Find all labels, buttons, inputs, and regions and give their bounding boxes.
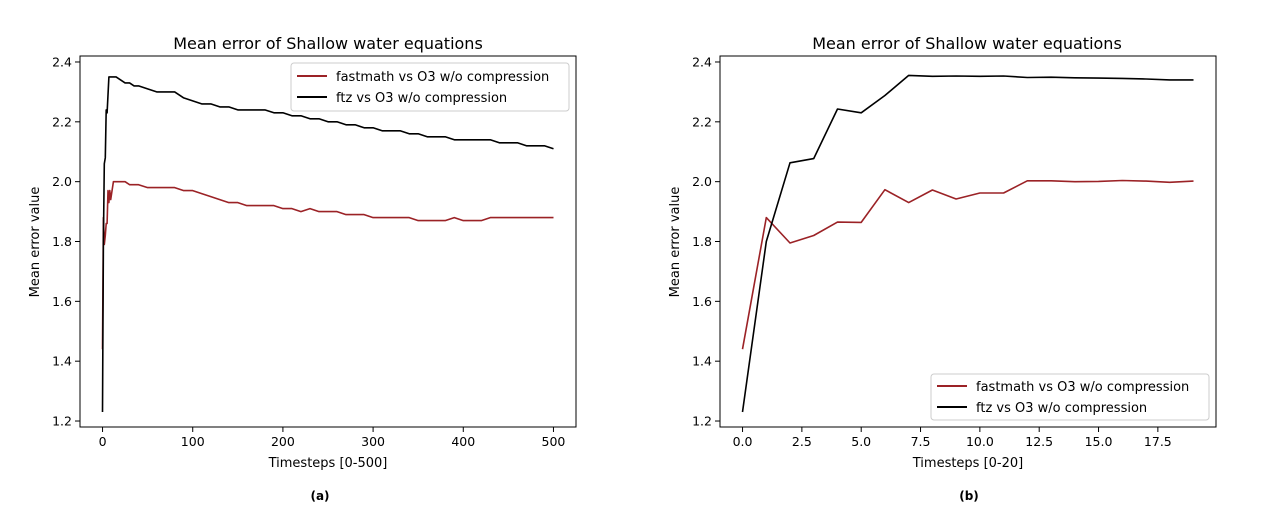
chart-a-x-tick-label: 200 [271, 434, 295, 449]
chart-b-x-tick-label: 15.0 [1085, 434, 1113, 449]
chart-a-legend-box [290, 62, 570, 112]
chart-b-y-axis-label: Mean error value [668, 187, 683, 298]
chart-b-series-line-0 [741, 179, 1194, 350]
chart-b-legend-box [930, 373, 1210, 421]
chart-b-x-ticks: 0.0 2.5 5.0 7.5 10.0 12.5 15.0 17.5 [733, 427, 1172, 449]
chart-b-legend: fastmath vs O3 w/o compression ftz vs O3… [930, 373, 1210, 421]
chart-a-x-tick-label: 300 [361, 434, 385, 449]
chart-a-title: Mean error of Shallow water equations [173, 34, 483, 53]
chart-a-y-tick-label: 1.6 [52, 294, 72, 309]
chart-b-y-tick-label: 2.4 [692, 54, 712, 69]
chart-b-series-line-1 [741, 74, 1194, 413]
chart-a-y-tick-label: 1.4 [52, 354, 72, 369]
chart-a-x-tick-label: 0 [99, 434, 107, 449]
chart-a-legend-label-ftz: ftz vs O3 w/o compression [336, 91, 507, 106]
chart-a-y-tick-label: 2.0 [52, 174, 72, 189]
chart-b-y-ticks: 1.2 1.4 1.6 1.8 2.0 2.2 2.4 [692, 54, 720, 429]
chart-b-legend-label-fastmath: fastmath vs O3 w/o compression [976, 380, 1189, 395]
chart-a-x-ticks: 0 100 200 300 400 500 [99, 427, 566, 449]
chart-a-marks [101, 76, 554, 413]
chart-a-legend: fastmath vs O3 w/o compression ftz vs O3… [290, 62, 570, 112]
chart-b: Mean error of Shallow water equations 0.… [668, 34, 1217, 503]
chart-b-x-tick-label: 10.0 [966, 434, 994, 449]
chart-b-x-tick-label: 0.0 [733, 434, 753, 449]
chart-b-y-tick-label: 1.2 [692, 414, 712, 429]
chart-b-y-tick-label: 1.6 [692, 294, 712, 309]
chart-a-x-tick-label: 400 [451, 434, 475, 449]
chart-a-y-ticks: 1.2 1.4 1.6 1.8 2.0 2.2 2.4 [52, 54, 80, 429]
chart-b-marks [741, 74, 1194, 413]
chart-a-legend-label-fastmath: fastmath vs O3 w/o compression [336, 70, 549, 85]
chart-a-x-tick-label: 100 [181, 434, 205, 449]
chart-b-y-tick-label: 1.8 [692, 234, 712, 249]
chart-a-y-tick-label: 1.8 [52, 234, 72, 249]
chart-b-x-tick-label: 2.5 [792, 434, 812, 449]
chart-b-y-tick-label: 2.0 [692, 174, 712, 189]
chart-a-caption: (a) [310, 489, 329, 503]
chart-a-y-axis-label: Mean error value [28, 187, 43, 298]
chart-a-y-tick-label: 2.2 [52, 114, 72, 129]
chart-b-y-tick-label: 1.4 [692, 354, 712, 369]
chart-b-x-axis-label: Timesteps [0-20] [912, 456, 1024, 471]
chart-a-x-tick-label: 500 [542, 434, 566, 449]
chart-b-y-tick-label: 2.2 [692, 114, 712, 129]
chart-a: Mean error of Shallow water equations 0 1… [28, 34, 577, 503]
chart-b-title: Mean error of Shallow water equations [812, 34, 1122, 53]
chart-b-x-tick-label: 7.5 [911, 434, 931, 449]
chart-b-caption: (b) [959, 489, 979, 503]
chart-a-series-line-0 [101, 180, 554, 350]
chart-a-series-line-1 [101, 76, 554, 413]
chart-a-y-tick-label: 1.2 [52, 414, 72, 429]
chart-b-x-tick-label: 5.0 [851, 434, 871, 449]
chart-b-x-tick-label: 12.5 [1025, 434, 1053, 449]
chart-a-y-tick-label: 2.4 [52, 54, 72, 69]
chart-b-x-tick-label: 17.5 [1144, 434, 1172, 449]
chart-a-x-axis-label: Timesteps [0-500] [268, 456, 388, 471]
chart-b-legend-label-ftz: ftz vs O3 w/o compression [976, 401, 1147, 416]
chart-a-plot-frame [79, 55, 577, 428]
